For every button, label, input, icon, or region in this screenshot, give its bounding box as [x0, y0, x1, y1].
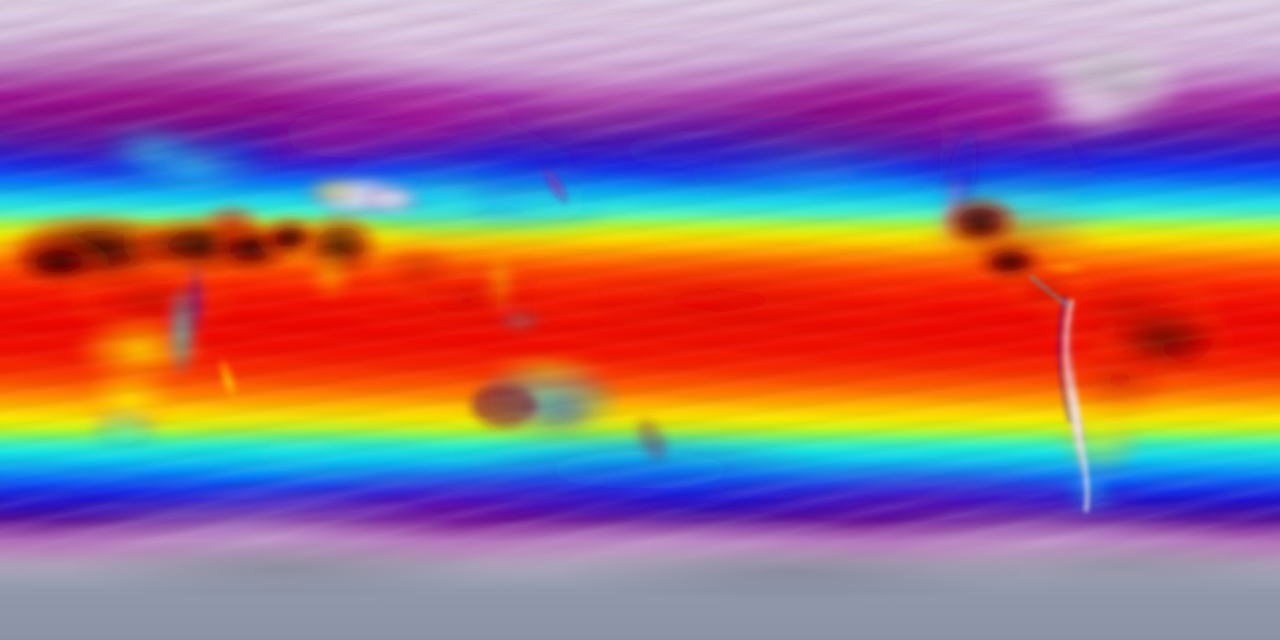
region-arabia [198, 202, 324, 276]
ocean-warm-pool [320, 248, 950, 352]
continent-australia [471, 352, 668, 460]
continent-asia [240, 72, 618, 240]
island-madagascar [216, 355, 240, 405]
region-southwest-usa-mexico [938, 194, 1094, 312]
region-india [296, 212, 384, 302]
continent-north-america [880, 76, 1120, 278]
feature-greenland [1030, 34, 1188, 138]
continent-south-america [1034, 262, 1235, 516]
region-japan [541, 165, 571, 207]
region-central-america [1029, 261, 1092, 308]
region-southeast-asia [372, 240, 546, 332]
feature-tibetan-plateau [302, 174, 426, 218]
continent-africa [0, 212, 278, 452]
feature-rocky-mountains [937, 117, 983, 250]
continent-europe [96, 124, 300, 200]
feature-antarctica-ice-sheet [0, 520, 1280, 640]
ocean-cold-pools [140, 116, 940, 506]
feature-andes [1057, 295, 1094, 513]
